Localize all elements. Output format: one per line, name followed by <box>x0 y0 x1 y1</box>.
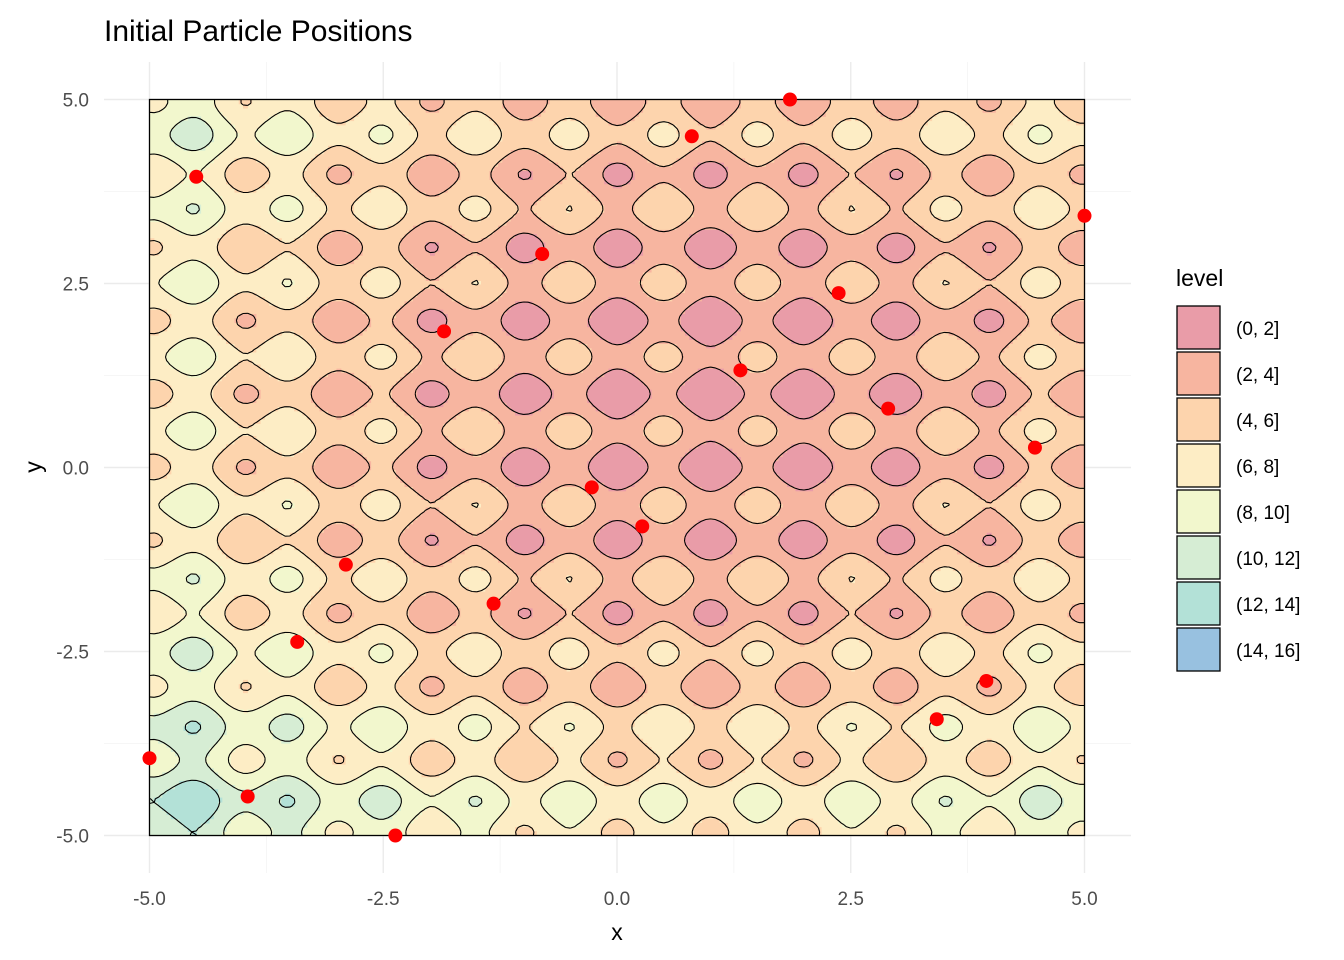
particle-point <box>684 129 699 144</box>
particle-point <box>240 789 255 804</box>
y-tick-label: 0.0 <box>63 459 89 480</box>
particle-point <box>388 828 403 843</box>
particle-point <box>929 712 944 727</box>
legend-label: (14, 16] <box>1236 641 1300 662</box>
legend-label: (4, 6] <box>1236 411 1279 432</box>
particle-point <box>142 751 157 766</box>
particle-point <box>979 673 994 688</box>
field-boundary <box>148 98 1086 837</box>
particle-point <box>290 634 305 649</box>
particle-point <box>1077 208 1092 223</box>
y-tick-label: 5.0 <box>63 91 89 112</box>
contour-line-6 <box>149 99 1085 836</box>
x-tick-label: 2.5 <box>838 889 864 910</box>
legend-title: level <box>1176 265 1223 291</box>
legend-label: (2, 4] <box>1236 365 1279 386</box>
legend-label: (10, 12] <box>1236 549 1300 570</box>
x-axis-ticks: -5.0 -2.5 0.0 2.5 5.0 <box>133 889 1098 910</box>
x-axis-title: x <box>611 919 623 945</box>
legend: level (0, 2] (2, 4] (4, 6] (6, 8] (8, 10] (10… <box>1176 265 1300 672</box>
legend-label: (8, 10] <box>1236 503 1290 524</box>
contour-fill <box>149 99 1086 837</box>
chart-title: Initial Particle Positions <box>104 15 412 48</box>
x-tick-label: 5.0 <box>1071 889 1097 910</box>
particle-point <box>831 286 846 301</box>
legend-label: (12, 14] <box>1236 595 1300 616</box>
particle-point <box>338 557 353 572</box>
particle-point <box>1027 440 1042 455</box>
y-axis-title: y <box>20 461 46 473</box>
y-tick-label: -2.5 <box>56 643 89 664</box>
contour-line-4 <box>233 99 1085 770</box>
y-tick-label: -5.0 <box>56 827 89 848</box>
particle-point <box>782 92 797 107</box>
contour-band <box>417 162 1005 626</box>
particle-point <box>189 169 204 184</box>
x-tick-label: 0.0 <box>604 889 630 910</box>
particle-point <box>881 401 896 416</box>
legend-label: (6, 8] <box>1236 457 1279 478</box>
particle-point <box>733 363 748 378</box>
contour-band <box>234 99 1086 769</box>
legend-swatch <box>1176 443 1221 488</box>
contour-band <box>149 99 1086 837</box>
contour-band <box>149 99 1086 837</box>
x-tick-label: -2.5 <box>367 889 400 910</box>
contour-band <box>153 721 295 837</box>
contour-line-2 <box>414 160 1007 627</box>
legend-swatch <box>1176 489 1221 534</box>
legend-swatch <box>1176 351 1221 396</box>
legend-swatch <box>1176 627 1221 672</box>
legend-swatch <box>1176 397 1221 442</box>
particle-point <box>437 324 452 339</box>
legend-swatch <box>1176 581 1221 626</box>
particle-point <box>635 519 650 534</box>
particle-point <box>584 480 599 495</box>
particle-point <box>486 596 501 611</box>
particle-point <box>535 247 550 262</box>
contour-band <box>149 99 1086 837</box>
legend-swatch <box>1176 535 1221 580</box>
y-axis-ticks: 5.0 2.5 0.0 -2.5 -5.0 <box>56 91 89 848</box>
particle-points <box>142 92 1092 843</box>
legend-swatch <box>1176 305 1221 350</box>
x-tick-label: -5.0 <box>133 889 166 910</box>
legend-label: (0, 2] <box>1236 319 1279 340</box>
contour-lines <box>148 98 1086 837</box>
y-tick-label: 2.5 <box>63 275 89 296</box>
contour-line-12 <box>149 720 296 836</box>
